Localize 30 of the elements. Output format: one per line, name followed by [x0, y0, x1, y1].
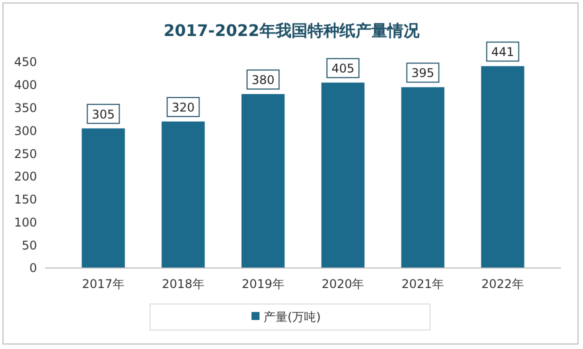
bar — [401, 87, 444, 268]
data-label: 405 — [331, 62, 354, 76]
legend-label: 产量(万吨) — [264, 310, 321, 324]
y-tick-label: 50 — [22, 238, 37, 252]
x-tick-label: 2019年 — [242, 277, 284, 291]
bar — [162, 122, 205, 268]
y-tick-label: 350 — [14, 100, 37, 115]
x-tick-label: 2020年 — [322, 277, 364, 291]
y-tick-label: 150 — [14, 192, 37, 207]
data-label: 441 — [491, 45, 514, 60]
y-tick-label: 300 — [14, 124, 37, 138]
chart-title: 2017-2022年我国特种纸产量情况 — [164, 21, 420, 40]
y-tick-label: 250 — [14, 146, 37, 161]
x-tick-label: 2022年 — [481, 277, 524, 291]
x-tick-label: 2017年 — [82, 277, 125, 291]
y-tick-label: 400 — [14, 78, 37, 92]
bar — [481, 66, 524, 268]
data-label: 395 — [411, 66, 434, 80]
y-tick-label: 100 — [14, 215, 37, 230]
x-tick-label: 2018年 — [162, 277, 204, 291]
data-label: 320 — [172, 100, 195, 115]
data-label: 305 — [92, 107, 115, 122]
bar — [82, 128, 125, 268]
y-tick-label: 200 — [14, 170, 37, 184]
bar — [321, 82, 365, 268]
bar — [241, 94, 285, 268]
y-tick-label: 450 — [14, 55, 37, 70]
y-tick-label: 0 — [29, 261, 37, 276]
data-label: 380 — [252, 73, 275, 88]
x-tick-label: 2021年 — [402, 277, 444, 291]
